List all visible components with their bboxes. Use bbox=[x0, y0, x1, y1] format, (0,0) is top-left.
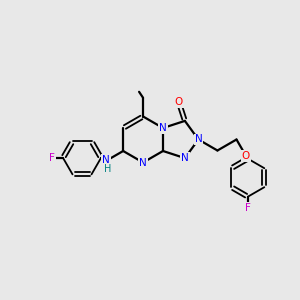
Text: H: H bbox=[104, 164, 112, 174]
Text: N: N bbox=[102, 155, 110, 165]
Text: N: N bbox=[194, 134, 202, 145]
Text: F: F bbox=[49, 153, 55, 163]
Text: N: N bbox=[159, 123, 167, 133]
Text: O: O bbox=[242, 151, 250, 161]
Text: O: O bbox=[175, 97, 183, 107]
Text: N: N bbox=[139, 158, 147, 167]
Text: F: F bbox=[245, 203, 251, 213]
Text: N: N bbox=[181, 153, 189, 163]
